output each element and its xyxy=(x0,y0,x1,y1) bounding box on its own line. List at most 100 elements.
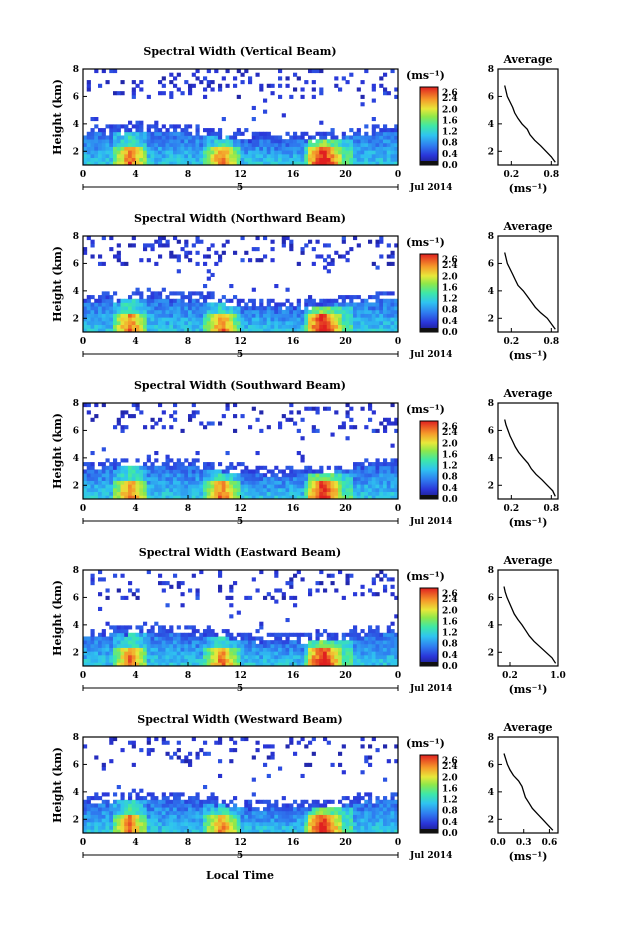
heatmap-cell xyxy=(203,799,208,804)
heatmap-cell xyxy=(176,157,181,162)
heatmap-cell xyxy=(319,658,324,663)
heatmap-cell xyxy=(98,131,103,136)
heatmap-cell xyxy=(214,150,219,155)
heatmap-cell xyxy=(371,142,376,147)
heatmap-cell xyxy=(304,491,309,496)
heatmap-cell xyxy=(113,320,118,326)
y-tick-label: 8 xyxy=(73,399,79,409)
heatmap-cell xyxy=(158,573,163,578)
heatmap-cell xyxy=(105,142,110,147)
heatmap-cell xyxy=(191,469,196,474)
heatmap-cell xyxy=(349,135,354,140)
heatmap-cell xyxy=(233,146,238,151)
heatmap-cell xyxy=(375,647,380,652)
heatmap-cell xyxy=(139,410,144,415)
heatmap-cell xyxy=(300,807,305,812)
heatmap-cell xyxy=(90,825,95,830)
heatmap-cell xyxy=(360,829,365,834)
heatmap-cell xyxy=(109,810,114,815)
heatmap-cell xyxy=(334,146,339,151)
heatmap-cell xyxy=(345,320,350,326)
heatmap-cell xyxy=(116,91,121,96)
heatmap-cell xyxy=(98,309,103,314)
heatmap-cell xyxy=(83,157,88,162)
heatmap-cell xyxy=(353,131,358,136)
heatmap-cell xyxy=(364,469,369,474)
heatmap-cell xyxy=(383,124,388,129)
heatmap-cell xyxy=(173,157,178,162)
heatmap-cell xyxy=(259,465,264,470)
heatmap-cell xyxy=(289,476,294,481)
heatmap-cell xyxy=(334,647,339,652)
x-tick-label: 0 xyxy=(80,170,86,180)
heatmap-cell xyxy=(266,83,271,88)
heatmap-cell xyxy=(158,487,163,493)
heatmap-cell xyxy=(326,651,331,656)
heatmap-cell xyxy=(304,825,309,830)
date-label: Jul 2014 xyxy=(409,183,452,193)
heatmap-cell xyxy=(113,306,118,311)
heatmap-cell xyxy=(281,473,286,478)
heatmap-cell xyxy=(394,313,399,318)
heatmap-cell xyxy=(150,480,155,485)
heatmap-cell xyxy=(248,469,253,474)
heatmap-cell xyxy=(308,480,313,485)
heatmap-cell xyxy=(180,814,185,819)
heatmap-cell xyxy=(326,328,331,333)
heatmap-cell xyxy=(248,313,253,318)
heatmap-cell xyxy=(338,814,343,819)
heatmap-cell xyxy=(143,480,148,485)
heatmap-cell xyxy=(371,814,376,819)
heatmap-cell xyxy=(364,124,369,129)
heatmap-cell xyxy=(161,306,166,311)
heatmap-cell xyxy=(375,825,380,830)
heatmap-cell xyxy=(214,320,219,326)
heatmap-cell xyxy=(176,458,181,463)
x-tick-label: 20 xyxy=(339,838,352,848)
heatmap-cell xyxy=(266,643,271,648)
heatmap-cell xyxy=(150,139,155,144)
heatmap-cell xyxy=(169,320,174,326)
heatmap-cell xyxy=(293,643,298,648)
heatmap-cell xyxy=(180,298,185,303)
heatmap-cell xyxy=(94,324,99,329)
heatmap-cell xyxy=(120,146,125,151)
heatmap-cell xyxy=(86,829,91,834)
heatmap-cell xyxy=(360,406,365,411)
heatmap-cell xyxy=(323,829,328,834)
heatmap-cell xyxy=(233,465,238,470)
heatmap-cell xyxy=(124,803,129,808)
heatmap-cell xyxy=(326,829,331,834)
heatmap-cell xyxy=(154,309,159,314)
heatmap-cell xyxy=(304,298,309,303)
date-label: Jul 2014 xyxy=(409,851,452,861)
heatmap-cell xyxy=(353,161,358,166)
heatmap-cell xyxy=(173,825,178,830)
heatmap-cell xyxy=(86,484,91,489)
heatmap-cell xyxy=(150,131,155,136)
heatmap-cell xyxy=(356,317,361,322)
heatmap-cell xyxy=(319,570,324,575)
heatmap-cell xyxy=(161,465,166,470)
heatmap-cell xyxy=(319,651,324,656)
heatmap-cell xyxy=(188,647,193,652)
heatmap-cell xyxy=(255,139,260,144)
heatmap-cell xyxy=(188,643,193,648)
heatmap-cell xyxy=(150,324,155,329)
heatmap-cell xyxy=(184,647,189,652)
average-unit: (ms⁻¹) xyxy=(509,182,548,195)
heatmap-cell xyxy=(154,150,159,155)
heatmap-cell xyxy=(289,403,294,408)
heatmap-cell xyxy=(210,465,215,470)
heatmap-cell xyxy=(139,632,144,637)
heatmap-cell xyxy=(289,487,294,493)
heatmap-cell xyxy=(86,495,91,500)
heatmap-cell xyxy=(161,651,166,656)
heatmap-cell xyxy=(225,810,230,815)
heatmap-cell xyxy=(83,146,88,151)
heatmap-cell xyxy=(311,320,316,326)
heatmap-cell xyxy=(300,651,305,656)
heatmap-cell xyxy=(334,821,339,827)
heatmap-cell xyxy=(394,814,399,819)
heatmap-cell xyxy=(124,651,129,656)
